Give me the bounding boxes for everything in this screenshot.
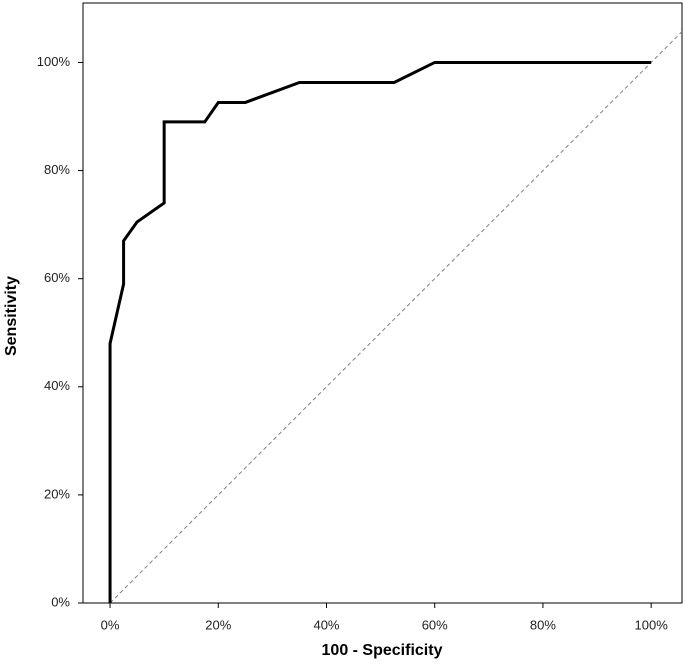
x-tick-label: 0% <box>101 617 120 632</box>
y-tick-label: 80% <box>44 162 70 177</box>
x-tick-label: 20% <box>205 617 231 632</box>
x-tick-label: 100% <box>635 617 669 632</box>
y-tick-label: 100% <box>37 54 71 69</box>
x-tick-label: 40% <box>313 617 339 632</box>
y-tick-label: 40% <box>44 378 70 393</box>
reference-line <box>109 31 683 604</box>
y-tick-label: 60% <box>44 270 70 285</box>
roc-curve <box>108 60 652 603</box>
y-axis-title: Sensitivity <box>3 276 20 356</box>
x-tick-label: 60% <box>422 617 448 632</box>
x-axis-title: 100 - Specificity <box>322 642 443 659</box>
x-tick-label: 80% <box>530 617 556 632</box>
y-tick-label: 20% <box>44 486 70 501</box>
plot-frame <box>82 2 683 604</box>
y-tick-label: 0% <box>51 594 70 609</box>
